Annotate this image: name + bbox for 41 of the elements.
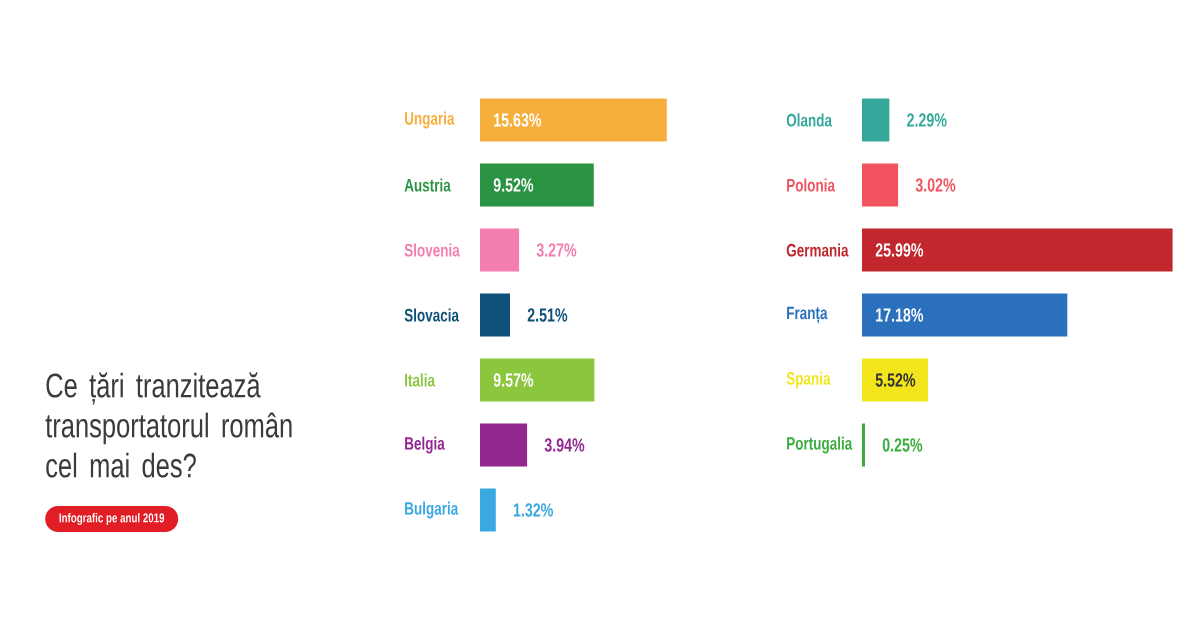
text: Ce țări tranzitează transportatorul român cel mai des? (45, 372, 292, 478)
bar (480, 358, 595, 402)
data-label: 2.51% (527, 308, 568, 322)
bar (480, 293, 510, 337)
data-label: 9.57% (493, 373, 534, 387)
data-label: 0.25% (882, 438, 923, 452)
data-label: 3.27% (536, 243, 577, 257)
bar (862, 423, 865, 467)
text: Infografic pe anul 2019 (59, 512, 165, 526)
bar (862, 163, 899, 207)
y-tick-label: Slovacia (404, 308, 460, 322)
bar (862, 293, 1068, 337)
y-tick-label: Austria (404, 178, 451, 192)
bar (480, 98, 667, 142)
bar (480, 228, 520, 272)
data-label: 25.99% (875, 243, 924, 257)
y-tick-label: Bulgaria (405, 501, 459, 519)
data-label: 17.18% (876, 308, 924, 322)
y-tick-label: Spania (786, 371, 831, 389)
y-tick-label: Slovenia (404, 243, 460, 257)
y-tick-label: Olanda (786, 113, 833, 127)
data-label: 1.32% (513, 503, 553, 517)
y-tick-label: Italia (405, 373, 436, 387)
bar (480, 163, 594, 207)
bar (480, 423, 528, 467)
y-tick-label: Polonia (787, 178, 836, 192)
bar (862, 228, 1173, 272)
data-label: 3.02% (915, 178, 956, 192)
data-label: 3.94% (544, 438, 585, 452)
bar (862, 358, 928, 402)
y-tick-label: Portugalia (787, 436, 853, 454)
data-label: 9.52% (493, 178, 534, 192)
data-label: 15.63% (494, 113, 542, 127)
bar (862, 98, 890, 142)
bar (480, 488, 496, 532)
data-label: 5.52% (875, 373, 916, 387)
y-tick-label: Ungaria (405, 111, 455, 129)
y-tick-label: Belgia (405, 436, 445, 454)
y-tick-label: Germania (786, 243, 849, 257)
data-label: 2.29% (907, 113, 947, 127)
y-tick-label: Franța (787, 306, 828, 324)
